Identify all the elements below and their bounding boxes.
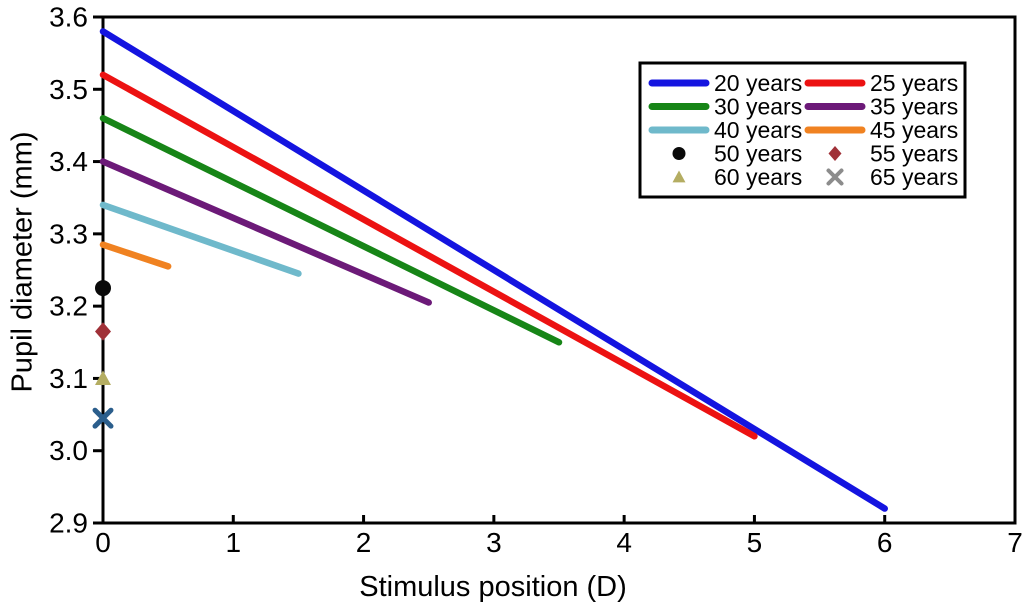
x-tick-label-7: 7	[1007, 527, 1023, 558]
marker-50-years	[95, 280, 111, 297]
legend-item-50-years: 50 years	[672, 141, 802, 167]
legend-item-35-years: 35 years	[804, 94, 958, 120]
x-axis-title: Stimulus position (D)	[359, 571, 627, 603]
legend-label-65-years: 65 years	[870, 164, 958, 190]
legend-item-30-years: 30 years	[648, 94, 802, 120]
legend-swatch-60-years	[672, 170, 686, 183]
marker-65-years	[92, 407, 114, 429]
series-line-30-years	[99, 114, 563, 346]
marker-60-years	[95, 370, 111, 385]
y-tick-label-2.9: 2.9	[49, 508, 88, 539]
legend-label-55-years: 55 years	[870, 141, 958, 167]
y-tick-label-3.2: 3.2	[49, 291, 88, 322]
y-tick-label-3.5: 3.5	[49, 74, 88, 105]
legend-swatch-50-years	[672, 147, 686, 160]
legend-item-40-years: 40 years	[648, 117, 802, 143]
series-line-25-years	[99, 71, 758, 440]
x-tick-label-5: 5	[747, 527, 763, 558]
series-line-40-years	[99, 201, 302, 277]
x-tick-label-3: 3	[486, 527, 502, 558]
legend-item-55-years: 55 years	[828, 141, 958, 167]
legend-label-50-years: 50 years	[714, 141, 802, 167]
x-tick-label-4: 4	[616, 527, 632, 558]
x-tick-label-6: 6	[877, 527, 893, 558]
legend-label-20-years: 20 years	[714, 70, 802, 96]
x-tick-label-0: 0	[95, 527, 111, 558]
series-line-35-years	[99, 158, 432, 306]
legend-label-35-years: 35 years	[870, 94, 958, 120]
series-line-45-years	[99, 241, 172, 270]
legend-item-65-years: 65 years	[826, 164, 958, 190]
legend-item-20-years: 20 years	[648, 70, 802, 96]
legend-swatch-65-years	[826, 168, 844, 186]
y-tick-label-3.6: 3.6	[49, 2, 88, 33]
y-axis-title: Pupil diameter (mm)	[6, 131, 39, 393]
y-tick-label-3.3: 3.3	[49, 218, 88, 249]
legend-swatch-55-years	[828, 146, 842, 161]
series-line-20-years	[99, 28, 888, 512]
legend-item-45-years: 45 years	[804, 117, 958, 143]
x-tick-label-2: 2	[356, 527, 372, 558]
legend-label-25-years: 25 years	[870, 70, 958, 96]
legend-label-30-years: 30 years	[714, 94, 802, 120]
legend: 20 years 25 years 30 years 35 years 40 years…	[638, 61, 967, 199]
x-tick-label-1: 1	[225, 527, 241, 558]
y-tick-label-3.1: 3.1	[49, 363, 88, 394]
legend-label-40-years: 40 years	[714, 117, 802, 143]
marker-55-years	[95, 322, 111, 341]
plot-border	[101, 15, 1017, 525]
y-tick-label-3.0: 3.0	[49, 435, 88, 466]
legend-item-60-years: 60 years	[672, 164, 802, 190]
y-tick-label-3.4: 3.4	[49, 146, 88, 177]
legend-item-25-years: 25 years	[804, 70, 958, 96]
legend-label-60-years: 60 years	[714, 164, 802, 190]
legend-label-45-years: 45 years	[870, 117, 958, 143]
